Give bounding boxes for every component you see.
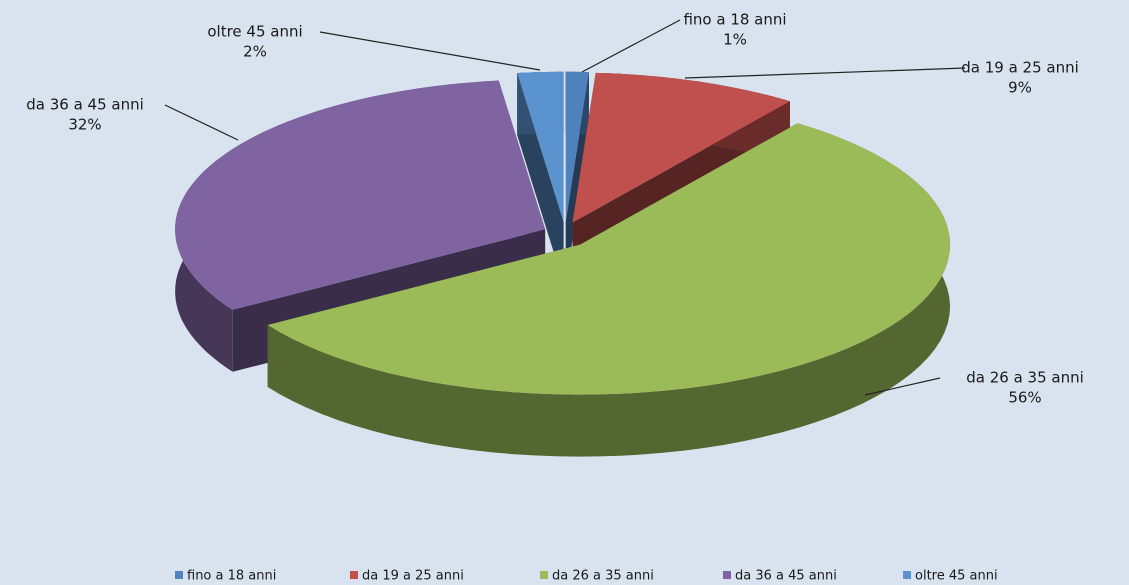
legend-label: fino a 18 anni — [187, 569, 276, 584]
legend-label: da 26 a 35 anni — [552, 569, 654, 584]
data-label-name: oltre 45 anni — [207, 23, 302, 41]
legend-swatch — [175, 571, 183, 579]
data-label-name: fino a 18 anni — [683, 11, 786, 29]
data-label-value: 1% — [723, 31, 747, 49]
data-label-value: 32% — [68, 116, 101, 134]
legend-swatch — [903, 571, 911, 579]
legend-label: da 36 a 45 anni — [735, 569, 837, 584]
legend-label: oltre 45 anni — [915, 569, 998, 584]
slice — [517, 71, 564, 284]
leader-line — [864, 377, 941, 396]
slice — [267, 123, 951, 457]
data-label-value: 56% — [1008, 389, 1041, 407]
data-label-name: da 19 a 25 anni — [961, 59, 1079, 77]
slice — [565, 71, 589, 222]
legend-swatch — [350, 571, 358, 579]
legend-label: da 19 a 25 anni — [362, 569, 464, 584]
legend-swatch — [540, 571, 548, 579]
data-label-name: da 26 a 35 anni — [966, 369, 1084, 387]
leader-line — [684, 67, 966, 79]
slice — [565, 71, 589, 284]
data-label-value: 2% — [243, 43, 267, 61]
slice — [175, 80, 546, 310]
data-label-value: 9% — [1008, 79, 1032, 97]
leader-line — [319, 31, 541, 71]
slice — [267, 123, 951, 395]
slice-side — [267, 123, 951, 457]
legend-swatch — [723, 571, 731, 579]
slice — [517, 71, 564, 222]
slice — [572, 72, 790, 223]
data-label-name: da 36 a 45 anni — [26, 96, 144, 114]
leader-line — [581, 19, 681, 73]
leader-line — [164, 104, 239, 141]
